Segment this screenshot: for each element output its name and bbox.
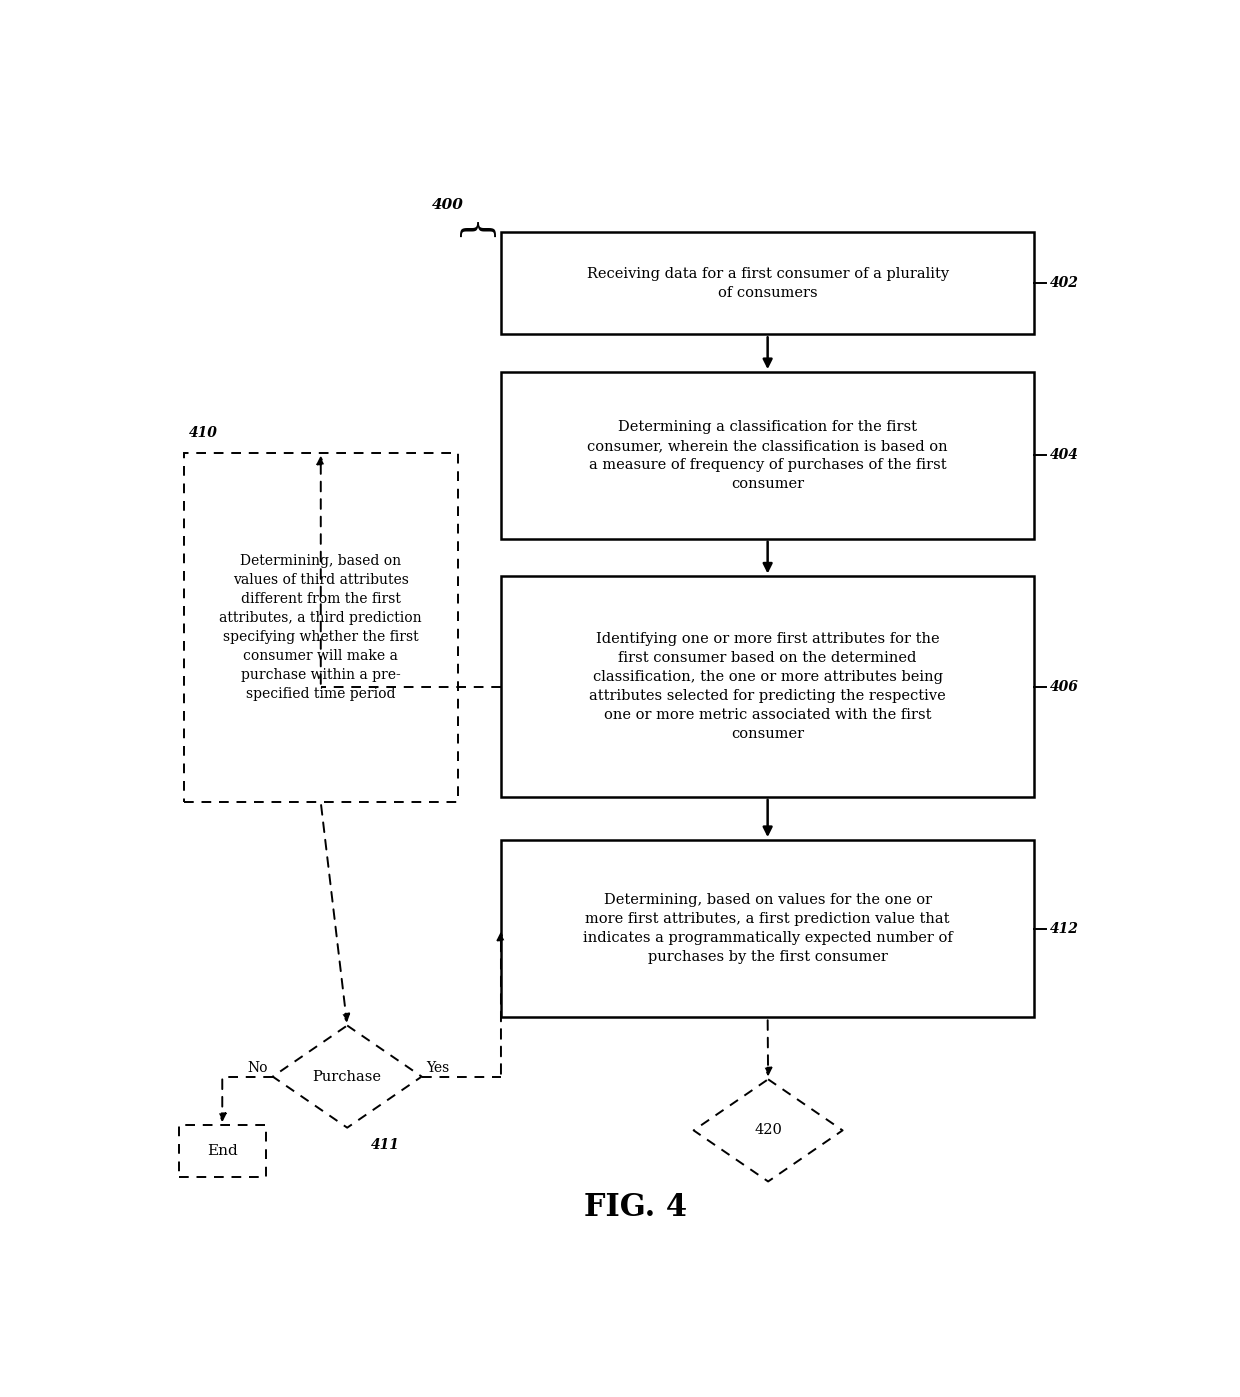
Bar xyxy=(501,232,1034,334)
Bar xyxy=(184,453,458,802)
Text: 402: 402 xyxy=(1050,277,1079,291)
Text: FIG. 4: FIG. 4 xyxy=(584,1192,687,1224)
Text: 411: 411 xyxy=(371,1139,401,1153)
Bar xyxy=(501,372,1034,539)
Text: Purchase: Purchase xyxy=(312,1070,382,1084)
Text: 404: 404 xyxy=(1050,448,1079,462)
Text: 406: 406 xyxy=(1050,680,1079,694)
Text: 412: 412 xyxy=(1050,922,1079,936)
Polygon shape xyxy=(273,1025,422,1127)
Polygon shape xyxy=(693,1080,843,1182)
Text: Yes: Yes xyxy=(427,1060,450,1076)
Bar xyxy=(501,577,1034,796)
Text: No: No xyxy=(248,1060,268,1076)
Text: Receiving data for a first consumer of a plurality
of consumers: Receiving data for a first consumer of a… xyxy=(587,267,949,300)
Text: Determining, based on
values of third attributes
different from the first
attrib: Determining, based on values of third at… xyxy=(219,555,422,701)
Text: 400: 400 xyxy=(433,198,464,212)
Text: 410: 410 xyxy=(188,426,217,440)
Text: Identifying one or more first attributes for the
first consumer based on the det: Identifying one or more first attributes… xyxy=(589,633,946,740)
Text: }: } xyxy=(456,212,494,237)
Text: 420: 420 xyxy=(754,1123,782,1137)
Text: Determining, based on values for the one or
more first attributes, a first predi: Determining, based on values for the one… xyxy=(583,893,952,964)
Text: End: End xyxy=(207,1144,238,1158)
Bar xyxy=(501,840,1034,1017)
Text: Determining a classification for the first
consumer, wherein the classification : Determining a classification for the fir… xyxy=(588,420,947,490)
Bar xyxy=(179,1125,265,1176)
